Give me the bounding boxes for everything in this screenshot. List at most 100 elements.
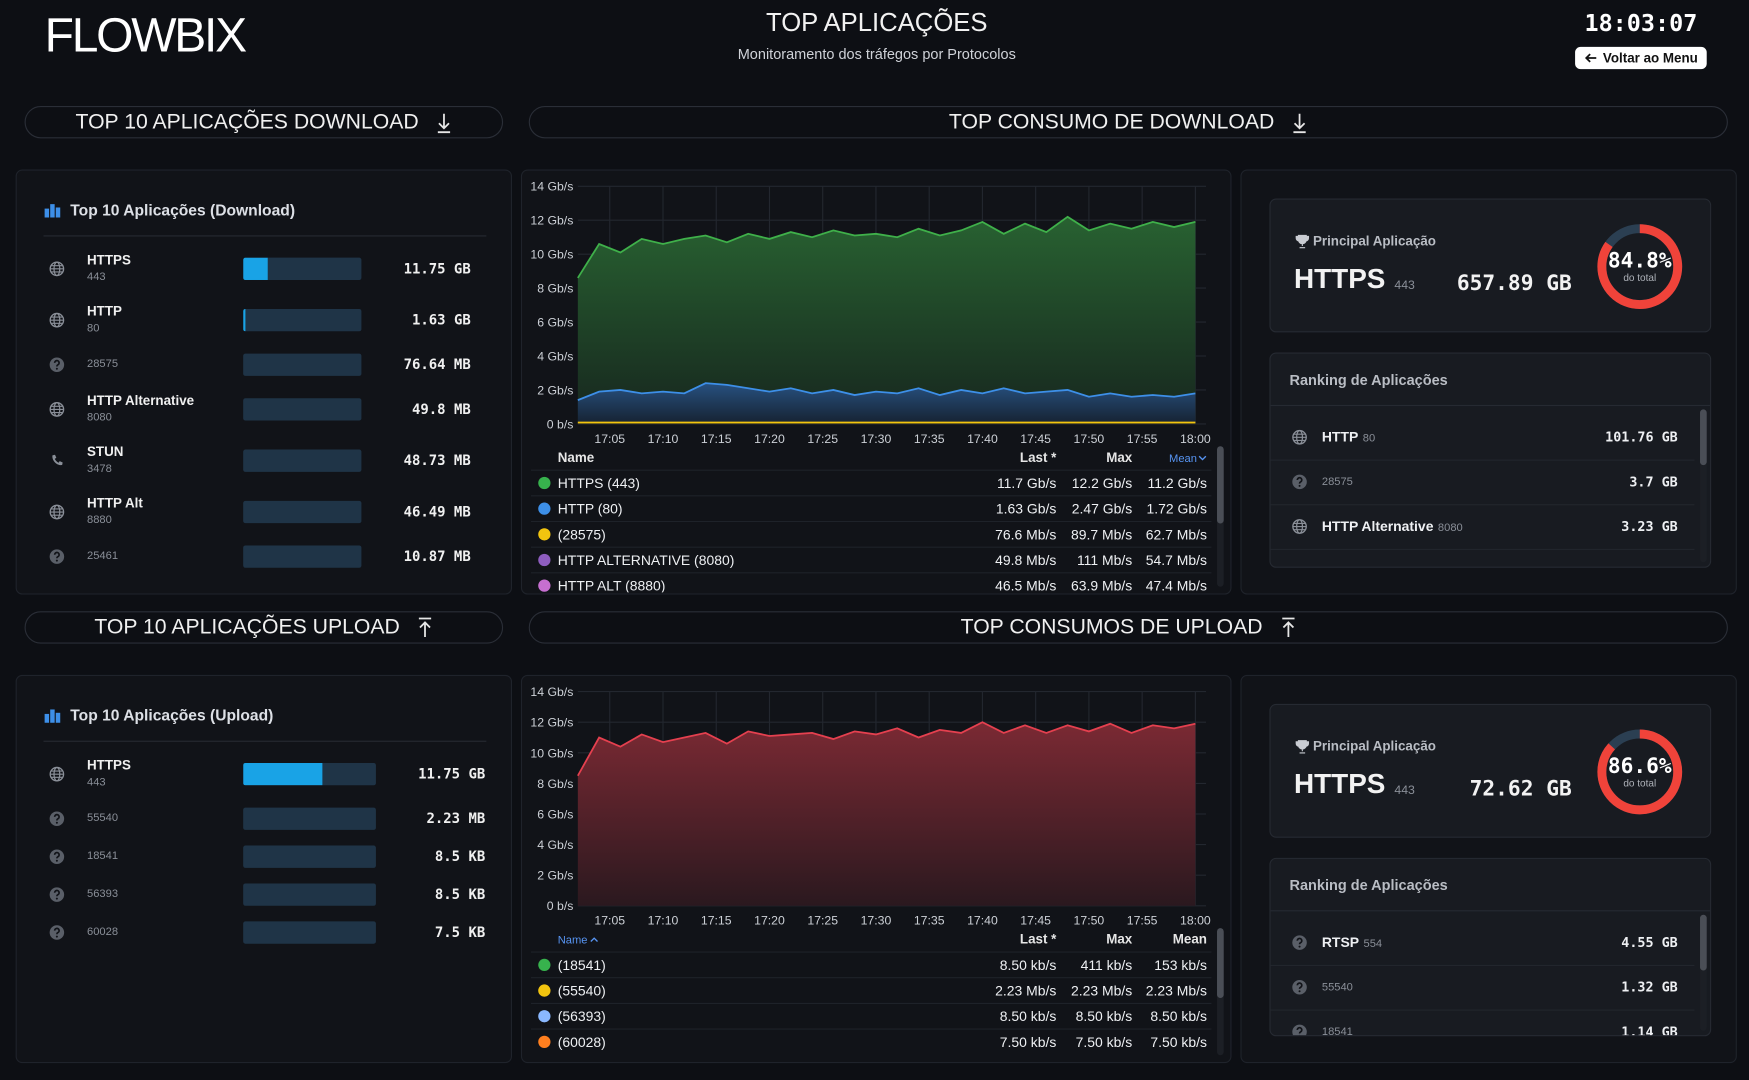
icon-question bbox=[49, 357, 65, 373]
legend-mean: 11.2 Gb/s bbox=[1148, 475, 1207, 491]
legend-last: 7.50 kb/s bbox=[1000, 1034, 1057, 1050]
legend-mean: 8.50 kb/s bbox=[1150, 1008, 1207, 1024]
area-fill bbox=[577, 383, 1196, 424]
ranking-total: 3.7 GB bbox=[1629, 474, 1678, 490]
legend-max: 8.50 kb/s bbox=[1076, 1008, 1133, 1024]
x-tick-label: 17:25 bbox=[807, 432, 838, 446]
app-row: 28575 76.64 MB bbox=[17, 346, 511, 384]
legend-name: (56393) bbox=[558, 1008, 606, 1024]
column-header: Last * bbox=[1020, 932, 1057, 947]
x-tick-label: 18:00 bbox=[1180, 432, 1211, 446]
legend-dot bbox=[538, 1035, 551, 1049]
principal-name: HTTPS bbox=[1293, 263, 1386, 295]
icon-part bbox=[50, 204, 55, 218]
legend-mean: 7.50 kb/s bbox=[1150, 1034, 1207, 1050]
share-bar bbox=[243, 763, 323, 786]
gauge: 84.8%do total bbox=[1597, 224, 1683, 309]
clock: 18:03:07 bbox=[1584, 10, 1698, 37]
legend-mean: 62.7 Mb/s bbox=[1146, 526, 1207, 542]
legend-table: Name Last * Max Mean (18541) 8.50 kb/s 411 kb/… bbox=[530, 932, 1212, 1050]
app-total: 11.75 GB bbox=[403, 259, 471, 277]
legend-max: 2.47 Gb/s bbox=[1072, 501, 1132, 517]
icon-part bbox=[1298, 945, 1301, 948]
app-total: 10.87 MB bbox=[403, 547, 471, 565]
y-tick-label: 12 Gb/s bbox=[530, 214, 573, 228]
column-header: Name bbox=[558, 935, 588, 947]
legend-max: 63.9 Mb/s bbox=[1071, 578, 1132, 594]
ranking-port: 28575 bbox=[1321, 476, 1353, 489]
ranking-name: HTTP Alternative 8080 bbox=[1321, 518, 1463, 535]
arrow-up bbox=[1282, 617, 1295, 637]
arrow-part bbox=[1293, 113, 1307, 133]
share-track bbox=[243, 845, 376, 868]
legend-name: (18541) bbox=[558, 957, 606, 973]
share-track bbox=[243, 257, 362, 280]
section-header: TOP CONSUMOS DE UPLOAD bbox=[528, 611, 1728, 644]
legend-name: (55540) bbox=[558, 983, 606, 999]
app-total: 8.5 KB bbox=[434, 847, 486, 865]
scrollbar bbox=[1700, 914, 1707, 1031]
icon-part bbox=[1292, 522, 1307, 531]
x-tick-label: 17:30 bbox=[861, 914, 892, 928]
legend-mean: 54.7 Mb/s bbox=[1146, 552, 1207, 568]
y-tick-label: 0 b/s bbox=[547, 899, 574, 913]
x-tick-label: 17:50 bbox=[1074, 914, 1105, 928]
icon-question bbox=[1292, 979, 1307, 995]
summary-panel: Principal Aplicação HTTPS 443 657.89 GB 84.8… bbox=[1240, 169, 1737, 595]
legend-max: 2.23 Mb/s bbox=[1071, 983, 1132, 999]
section-header: TOP 10 APLICAÇÕES DOWNLOAD bbox=[24, 105, 504, 139]
principal-card: Principal Aplicação HTTPS 443 72.62 GB 86.6%… bbox=[1269, 703, 1712, 838]
y-tick-label: 4 Gb/s bbox=[537, 838, 573, 852]
area-fill bbox=[577, 722, 1196, 906]
legend-dot bbox=[538, 1010, 551, 1023]
x-tick-label: 17:15 bbox=[701, 432, 732, 446]
icon-globe bbox=[49, 766, 65, 782]
ranking-port: 554 bbox=[1363, 938, 1383, 951]
app-port: 8880 bbox=[87, 514, 112, 527]
column-header: Mean bbox=[1173, 932, 1207, 947]
x-tick-label: 17:55 bbox=[1127, 914, 1158, 928]
legend-max: 89.7 Mb/s bbox=[1071, 526, 1132, 542]
x-tick-label: 17:05 bbox=[594, 914, 625, 928]
scroll-thumb bbox=[1700, 409, 1707, 466]
back-button[interactable]: Voltar ao Menu bbox=[1575, 46, 1707, 70]
app-row: HTTPS 443 11.75 GB bbox=[17, 749, 511, 800]
app-total: 7.5 KB bbox=[434, 923, 486, 941]
icon-part bbox=[50, 316, 64, 324]
app-total: 11.75 GB bbox=[418, 765, 486, 782]
app-total: 48.73 MB bbox=[403, 451, 471, 469]
icon-globe bbox=[49, 312, 65, 328]
y-tick-label: 14 Gb/s bbox=[530, 685, 573, 699]
icon-part bbox=[1296, 937, 1303, 945]
chart-panel: 0 b/s 2 Gb/s 4 Gb/s 6 Gb/s 8 Gb/s 10 Gb/s 12 G… bbox=[520, 674, 1232, 1064]
ranking-card: Ranking de Aplicações RTSP 554 4.55 GB 55540… bbox=[1269, 857, 1712, 1037]
column-header: Last * bbox=[1020, 450, 1057, 465]
icon-part bbox=[1295, 234, 1310, 249]
page-title: TOP APLICAÇÕES bbox=[766, 7, 988, 37]
scroll-thumb bbox=[1700, 914, 1707, 971]
x-tick-label: 17:50 bbox=[1074, 432, 1105, 446]
share-track bbox=[243, 398, 362, 421]
app-port: 18541 bbox=[87, 850, 119, 863]
section-title: TOP 10 APLICAÇÕES UPLOAD bbox=[94, 615, 400, 639]
column-header: Max bbox=[1106, 932, 1133, 947]
x-tick-label: 17:40 bbox=[967, 914, 998, 928]
icon-part bbox=[55, 935, 58, 938]
principal-name: HTTPS bbox=[1293, 768, 1386, 800]
icon-part bbox=[55, 559, 58, 562]
share-track bbox=[243, 807, 376, 830]
scroll-thumb bbox=[1217, 928, 1224, 999]
y-tick-label: 12 Gb/s bbox=[530, 716, 573, 730]
legend-name: (28575) bbox=[558, 526, 606, 542]
icon-part bbox=[50, 709, 55, 723]
column-header: Max bbox=[1106, 450, 1133, 465]
legend-dot bbox=[538, 553, 551, 567]
ranking-title: Ranking de Aplicações bbox=[1289, 371, 1448, 389]
arrow-part bbox=[1584, 53, 1597, 63]
icon-part bbox=[53, 813, 60, 821]
summary-panel: Principal Aplicação HTTPS 443 72.62 GB 86.6%… bbox=[1240, 674, 1737, 1064]
y-tick-label: 8 Gb/s bbox=[537, 777, 573, 791]
back-arrow bbox=[1584, 53, 1597, 63]
top-apps-panel: Top 10 Aplicações (Download) HTTPS 443 11.7… bbox=[15, 169, 513, 595]
y-tick-label: 14 Gb/s bbox=[530, 180, 573, 194]
